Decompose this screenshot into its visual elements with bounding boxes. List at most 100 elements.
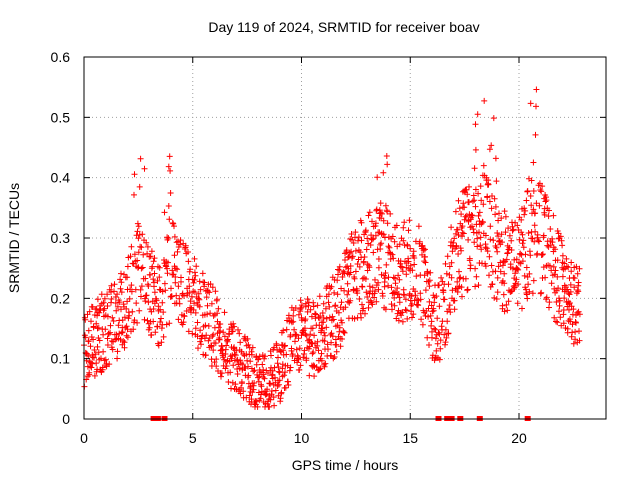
data-point (322, 360, 329, 367)
data-point (485, 181, 492, 188)
data-point (166, 153, 173, 160)
data-point (391, 294, 398, 301)
data-point (381, 272, 388, 279)
data-point (475, 190, 482, 197)
data-point (342, 264, 349, 271)
data-point (514, 300, 521, 307)
data-point (556, 302, 563, 309)
data-point (520, 244, 527, 251)
data-point (466, 183, 472, 190)
data-point (434, 315, 441, 322)
data-point (130, 326, 137, 333)
data-point (462, 213, 469, 220)
data-point (280, 327, 287, 334)
data-point (317, 365, 324, 372)
data-point (321, 363, 328, 370)
data-point (501, 280, 508, 287)
data-point (86, 308, 93, 315)
data-point (111, 288, 117, 295)
data-point (433, 293, 440, 300)
data-point (340, 268, 347, 275)
data-point (317, 313, 324, 320)
data-point (89, 360, 96, 367)
data-point (329, 333, 336, 340)
data-point (521, 205, 528, 212)
data-point (466, 199, 472, 206)
data-point (451, 297, 458, 304)
data-point (472, 146, 479, 153)
data-point (297, 362, 304, 369)
data-point (390, 255, 397, 262)
data-point (502, 229, 509, 236)
data-point (292, 333, 299, 339)
data-point (180, 319, 187, 326)
data-point (330, 355, 337, 362)
data-point (503, 301, 510, 308)
data-point (328, 283, 335, 290)
data-point (372, 276, 378, 283)
data-point (206, 289, 213, 296)
data-point (240, 388, 247, 395)
data-point (435, 329, 442, 336)
x-tick-label: 15 (402, 430, 418, 446)
data-point (561, 295, 568, 302)
data-point (503, 256, 510, 263)
data-point (115, 322, 122, 329)
data-point (255, 374, 261, 381)
data-point (123, 332, 130, 339)
data-point (91, 372, 98, 379)
data-point (381, 283, 388, 290)
data-point (316, 322, 323, 329)
data-point (159, 288, 166, 295)
data-point (479, 219, 486, 226)
data-point (535, 237, 542, 244)
data-point (506, 232, 513, 239)
data-point (306, 343, 313, 350)
data-point (487, 223, 494, 230)
data-point (325, 299, 332, 306)
data-point (137, 243, 144, 250)
data-point (528, 177, 535, 184)
data-point (575, 279, 582, 286)
data-point (378, 240, 385, 247)
data-point (445, 281, 452, 288)
data-point (504, 249, 511, 256)
data-point (446, 263, 453, 270)
data-point (441, 296, 448, 303)
data-point (264, 386, 271, 393)
data-point (360, 305, 367, 312)
data-point (202, 322, 209, 329)
data-point (469, 212, 476, 219)
data-point (364, 235, 371, 242)
data-point (93, 360, 100, 367)
data-point (173, 239, 180, 246)
y-axis-label: SRMTID / TECUs (6, 183, 22, 293)
data-point (405, 227, 412, 234)
data-point (547, 226, 554, 232)
data-point (85, 353, 92, 359)
data-point (412, 292, 419, 299)
data-point (85, 327, 92, 334)
data-point (475, 282, 482, 289)
data-point (137, 155, 144, 162)
data-point (407, 262, 414, 269)
data-point (202, 352, 209, 359)
data-point (369, 218, 375, 225)
data-point (399, 318, 406, 325)
data-point (187, 266, 194, 273)
data-point (271, 402, 278, 409)
data-point (337, 343, 344, 350)
data-point (556, 308, 562, 315)
data-point (307, 306, 314, 313)
data-point (403, 307, 410, 314)
data-point (276, 369, 283, 376)
data-point (375, 286, 382, 293)
data-point (504, 307, 511, 314)
data-point (495, 263, 502, 270)
data-point (171, 233, 178, 240)
data-point (220, 329, 227, 336)
data-point (166, 216, 173, 223)
data-point (262, 353, 268, 360)
data-point (302, 316, 309, 323)
data-point (275, 368, 282, 375)
